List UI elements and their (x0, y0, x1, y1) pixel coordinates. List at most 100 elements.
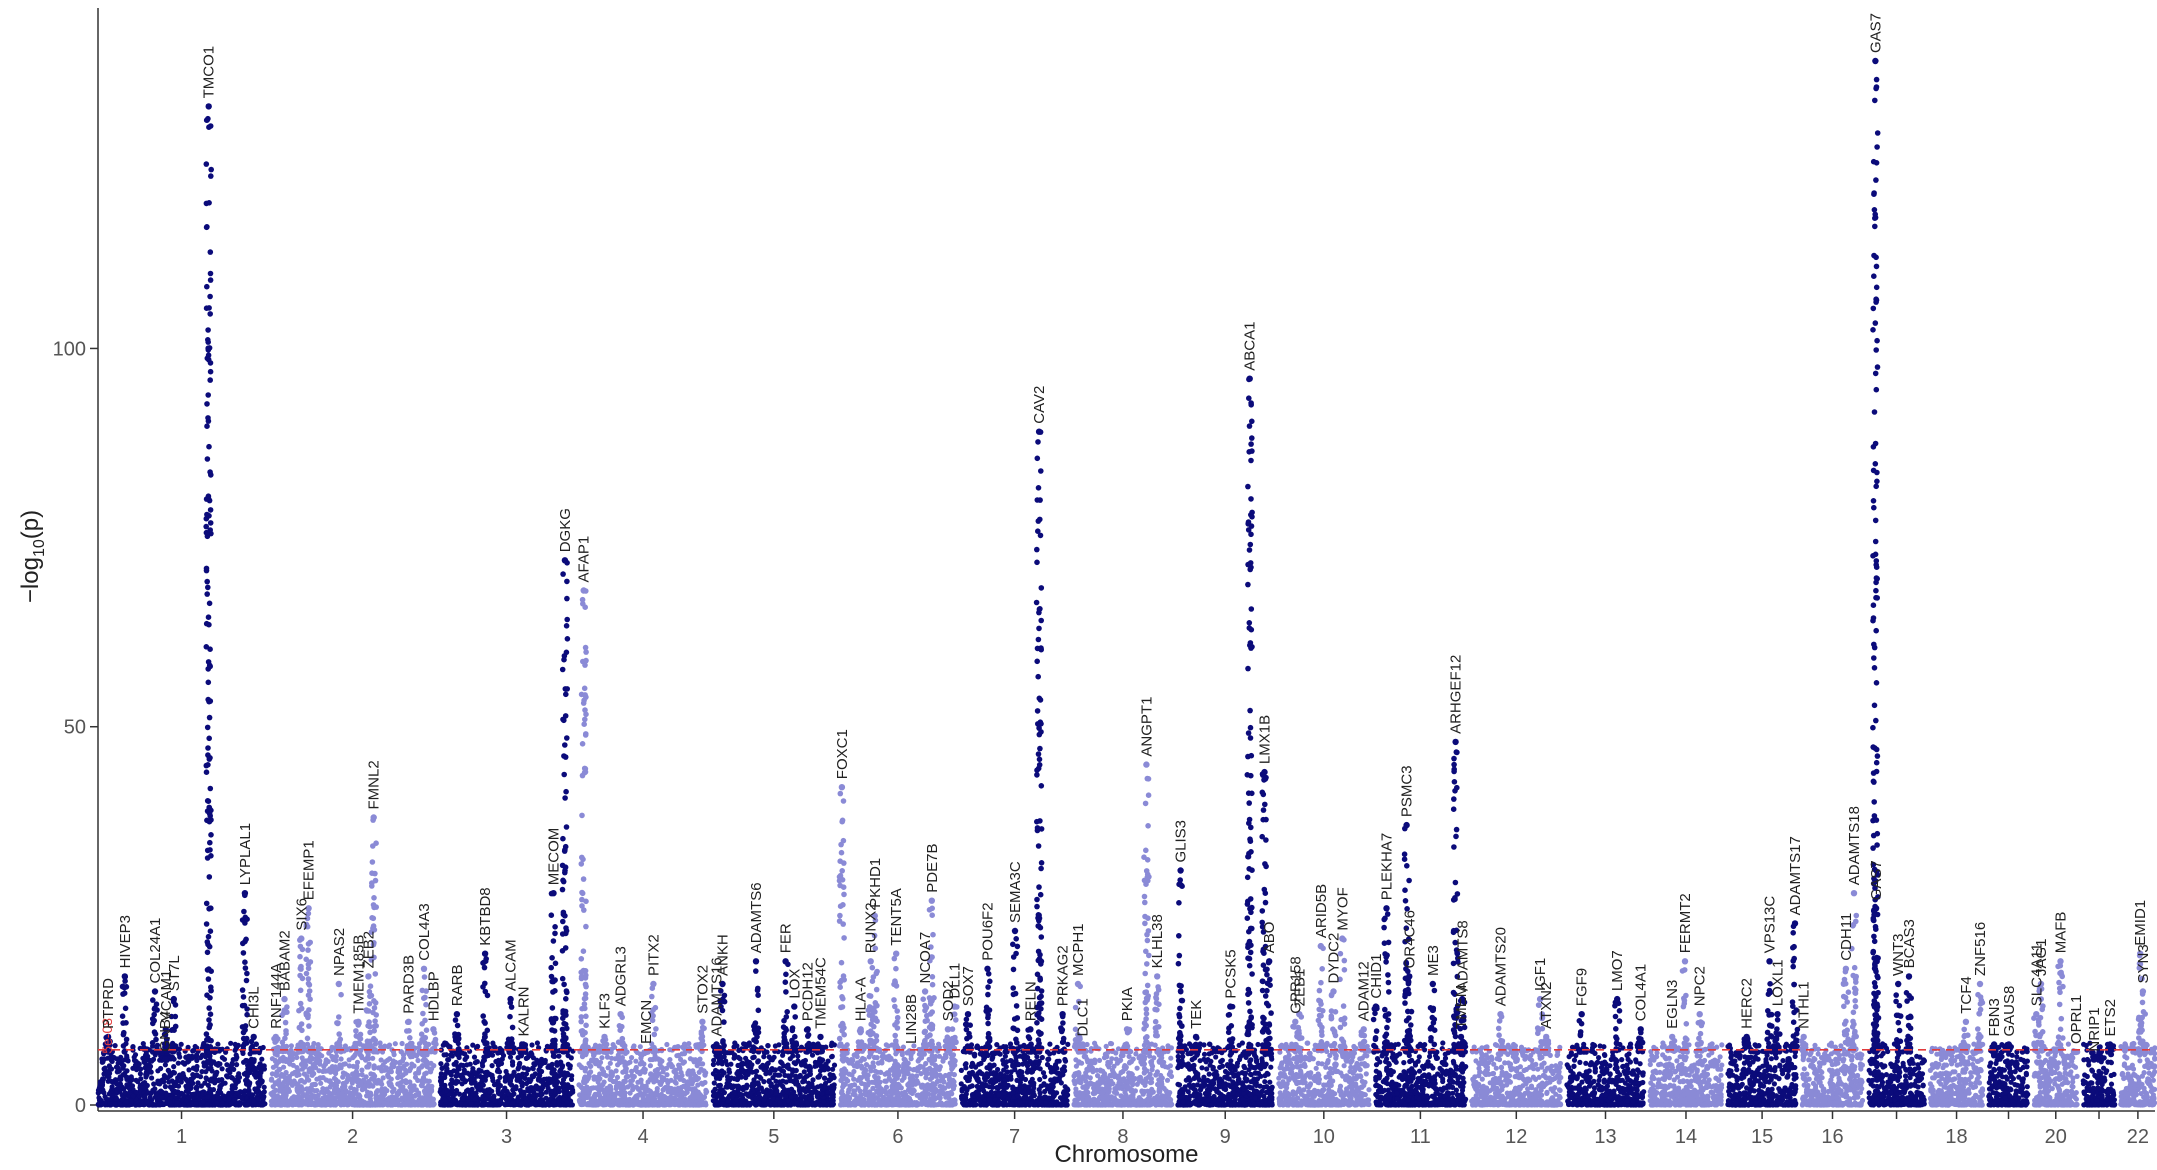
snp-point (678, 1056, 684, 1062)
snp-point (697, 1056, 703, 1062)
snp-point (863, 1062, 870, 1068)
snp-point (936, 1053, 943, 1059)
snp-point (319, 1102, 325, 1108)
snp-point (181, 1102, 187, 1108)
snp-point (544, 1043, 551, 1049)
snp-point (453, 1080, 459, 1086)
snp-point (842, 1097, 849, 1104)
snp-point (362, 1086, 368, 1092)
snp-point (529, 1053, 535, 1059)
snp-point (802, 1062, 808, 1068)
snp-point (529, 1042, 535, 1048)
snp-point (783, 1079, 789, 1085)
snp-point (607, 1060, 613, 1066)
snp-point (928, 1099, 934, 1106)
snp-point (562, 1082, 568, 1088)
snp-point (122, 1090, 128, 1096)
snp-point (165, 1068, 172, 1074)
snp-point (631, 1043, 637, 1049)
snp-point (871, 1101, 877, 1107)
snp-point (281, 1079, 287, 1085)
snp-point (180, 1060, 186, 1066)
snp-point (830, 1089, 836, 1095)
x-tick-label: 16 (1821, 1126, 1843, 1148)
snp-point (144, 1099, 150, 1105)
snp-point (578, 1064, 584, 1070)
snp-point (388, 1076, 394, 1082)
snp-point (680, 1083, 687, 1089)
snp-point (899, 1102, 905, 1108)
snp-point (228, 1101, 234, 1107)
snp-point (693, 1073, 699, 1079)
snp-point (567, 1091, 574, 1097)
snp-point (886, 1057, 892, 1063)
snp-point (129, 1077, 135, 1083)
x-tick-label: 22 (2127, 1126, 2149, 1148)
snp-point (872, 1068, 878, 1074)
snp-point (535, 1085, 541, 1091)
snp-point (690, 1093, 696, 1099)
snp-point (503, 1068, 509, 1075)
snp-point (916, 1051, 923, 1057)
snp-point (668, 1077, 674, 1083)
snp-point (519, 1083, 525, 1089)
snp-point (239, 1095, 245, 1101)
snp-point (756, 1100, 762, 1106)
snp-point (186, 1102, 192, 1108)
snp-point (588, 1057, 595, 1063)
snp-point (453, 1059, 459, 1065)
snp-point (326, 1089, 332, 1095)
snp-point (619, 1090, 625, 1096)
snp-point (735, 1071, 741, 1077)
snp-point (249, 1057, 255, 1064)
snp-point (324, 1094, 330, 1100)
snp-point (371, 1064, 377, 1070)
snp-point (793, 1067, 799, 1074)
snp-point (932, 1081, 938, 1087)
snp-point (178, 1041, 184, 1047)
snp-point (219, 1055, 225, 1061)
snp-point (782, 1072, 788, 1078)
snp-point (113, 1096, 119, 1102)
snp-point (438, 1080, 444, 1086)
snp-point (556, 1053, 562, 1059)
snp-point (99, 1056, 105, 1062)
snp-point (462, 1102, 468, 1108)
snp-point (178, 1079, 184, 1085)
snp-point (317, 1075, 323, 1081)
snp-point (258, 1068, 264, 1074)
snp-point (428, 1086, 435, 1093)
snp-point (462, 1056, 468, 1062)
x-tick-label: 10 (1313, 1126, 1335, 1148)
snp-point (916, 1056, 922, 1062)
snp-point (539, 1068, 545, 1075)
snp-point (251, 1098, 257, 1104)
x-tick-label: 12 (1505, 1126, 1527, 1148)
snp-point (865, 1082, 871, 1088)
snp-point (323, 1100, 329, 1106)
snp-point (439, 1065, 445, 1071)
snp-point (346, 1063, 352, 1069)
snp-point (374, 1089, 380, 1095)
snp-point (259, 1056, 265, 1062)
snp-point (638, 1077, 644, 1083)
snp-point (664, 1041, 670, 1048)
snp-point (664, 1096, 670, 1102)
snp-point (750, 1055, 756, 1061)
snp-point (276, 1078, 282, 1084)
snp-point (257, 1061, 263, 1067)
x-tick-label: 5 (768, 1126, 779, 1148)
x-tick-label: 20 (2045, 1126, 2067, 1148)
snp-point (95, 1101, 101, 1107)
snp-point (923, 1101, 929, 1108)
snp-point (510, 1087, 516, 1093)
snp-point (121, 1063, 127, 1069)
snp-point (892, 1062, 898, 1068)
snp-point (138, 1066, 144, 1072)
snp-point (556, 1089, 562, 1095)
snp-point (828, 1076, 834, 1082)
snp-point (428, 1069, 434, 1075)
snp-point (119, 1097, 125, 1103)
snp-point (137, 1071, 143, 1077)
snp-point (579, 1100, 585, 1106)
